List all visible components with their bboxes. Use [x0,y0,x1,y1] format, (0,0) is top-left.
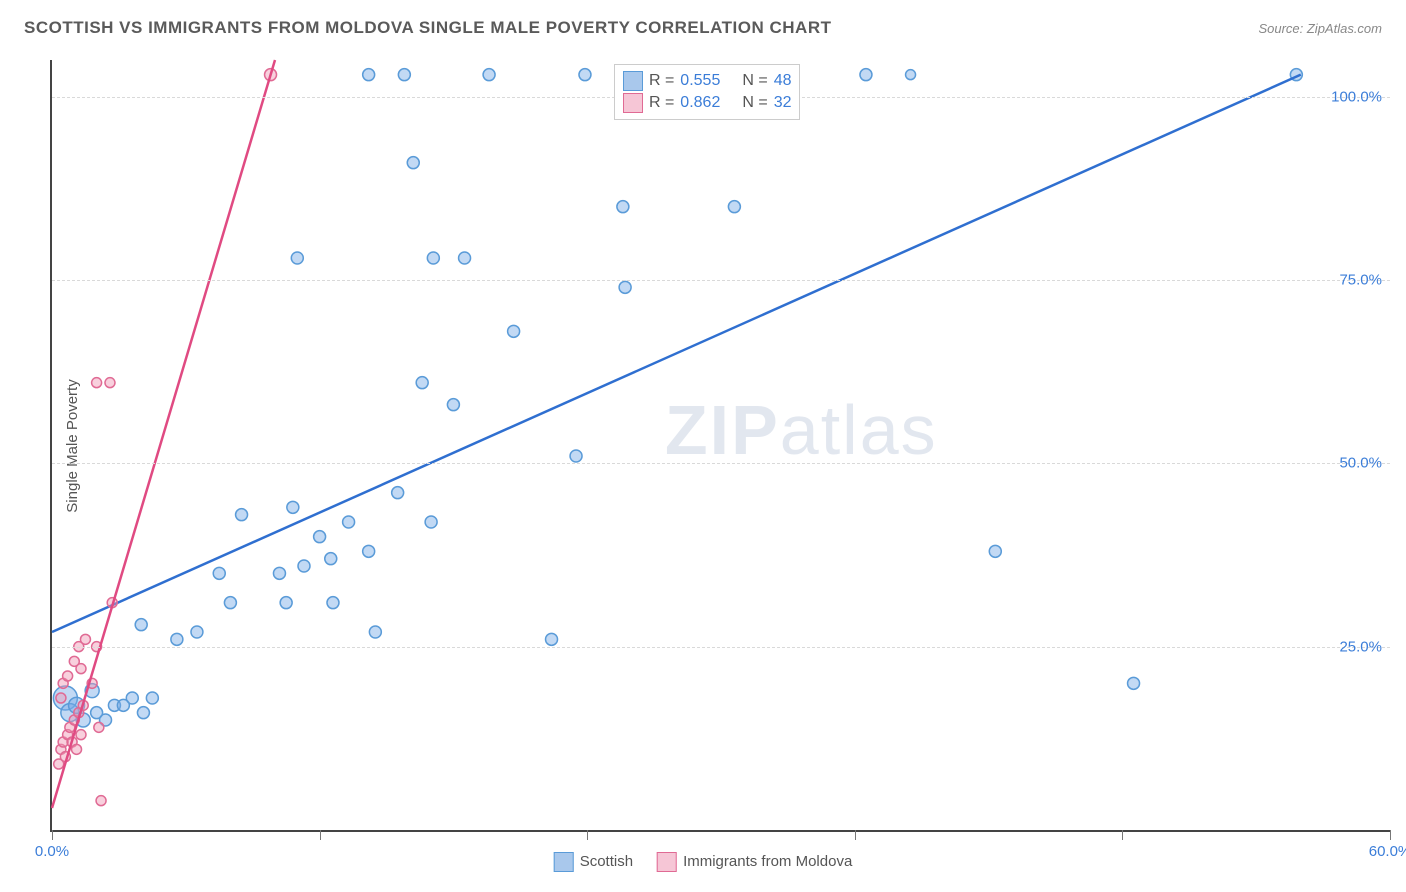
legend-n-label: N = [742,94,767,112]
legend-r-value: 0.555 [680,72,720,90]
legend-r-value: 0.862 [680,94,720,112]
xtick-label: 0.0% [35,843,69,860]
data-point [126,692,138,704]
data-point [314,531,326,543]
data-point [728,201,740,213]
legend-label: Scottish [580,853,633,870]
ytick-label: 75.0% [1339,272,1382,289]
xtick [587,830,588,840]
legend-stat-row: R = 0.555 N = 48 [623,71,792,91]
legend-r-label: R = [649,94,674,112]
data-point [860,69,872,81]
data-point [224,597,236,609]
ytick-label: 100.0% [1331,88,1382,105]
data-point [407,157,419,169]
xtick [320,830,321,840]
gridline-h [52,463,1390,464]
data-point [171,633,183,645]
data-point [906,70,916,80]
data-point [617,201,629,213]
data-point [392,487,404,499]
trendline [52,75,1301,632]
xtick [1122,830,1123,840]
data-point [1128,677,1140,689]
scatter-svg [52,60,1390,830]
legend-swatch [657,852,677,872]
data-point [546,633,558,645]
ytick-label: 50.0% [1339,455,1382,472]
data-point [989,545,1001,557]
source-attribution: Source: ZipAtlas.com [1258,21,1382,36]
source-label: Source: [1258,21,1306,36]
data-point [72,744,82,754]
legend-swatch [554,852,574,872]
source-value: ZipAtlas.com [1307,21,1382,36]
data-point [137,707,149,719]
legend-n-value: 32 [774,94,792,112]
legend-swatch [623,93,643,113]
data-point [369,626,381,638]
gridline-h [52,647,1390,648]
data-point [398,69,410,81]
legend-swatch [623,71,643,91]
data-point [508,325,520,337]
legend-item: Immigrants from Moldova [657,852,852,872]
data-point [327,597,339,609]
data-point [80,634,90,644]
xtick [52,830,53,840]
data-point [92,378,102,388]
legend-stat-row: R = 0.862 N = 32 [623,93,792,113]
data-point [291,252,303,264]
data-point [273,567,285,579]
legend-n-label: N = [742,72,767,90]
legend-bottom: Scottish Immigrants from Moldova [554,852,853,872]
data-point [325,553,337,565]
legend-label: Immigrants from Moldova [683,853,852,870]
data-point [427,252,439,264]
gridline-h [52,280,1390,281]
legend-item: Scottish [554,852,633,872]
data-point [579,69,591,81]
data-point [287,501,299,513]
data-point [63,671,73,681]
data-point [343,516,355,528]
data-point [483,69,495,81]
data-point [459,252,471,264]
data-point [363,545,375,557]
xtick [1390,830,1391,840]
legend-r-label: R = [649,72,674,90]
data-point [56,693,66,703]
data-point [363,69,375,81]
chart-plot-area: ZIPatlas R =0.555N =48R =0.862N =32 25.0… [50,60,1390,832]
data-point [447,399,459,411]
data-point [570,450,582,462]
data-point [236,509,248,521]
data-point [146,692,158,704]
ytick-label: 25.0% [1339,638,1382,655]
data-point [94,722,104,732]
data-point [105,378,115,388]
legend-stats-box: R = 0.555 N = 48 R = 0.862 N = 32 [614,64,801,120]
data-point [416,377,428,389]
data-point [619,281,631,293]
xtick [855,830,856,840]
data-point [76,730,86,740]
chart-title: SCOTTISH VS IMMIGRANTS FROM MOLDOVA SING… [24,18,832,38]
data-point [135,619,147,631]
header-row: SCOTTISH VS IMMIGRANTS FROM MOLDOVA SING… [0,0,1406,46]
trendline [52,60,275,808]
data-point [76,664,86,674]
data-point [213,567,225,579]
data-point [280,597,292,609]
legend-n-value: 48 [774,72,792,90]
data-point [298,560,310,572]
data-point [191,626,203,638]
data-point [96,796,106,806]
data-point [425,516,437,528]
xtick-label: 60.0% [1369,843,1406,860]
